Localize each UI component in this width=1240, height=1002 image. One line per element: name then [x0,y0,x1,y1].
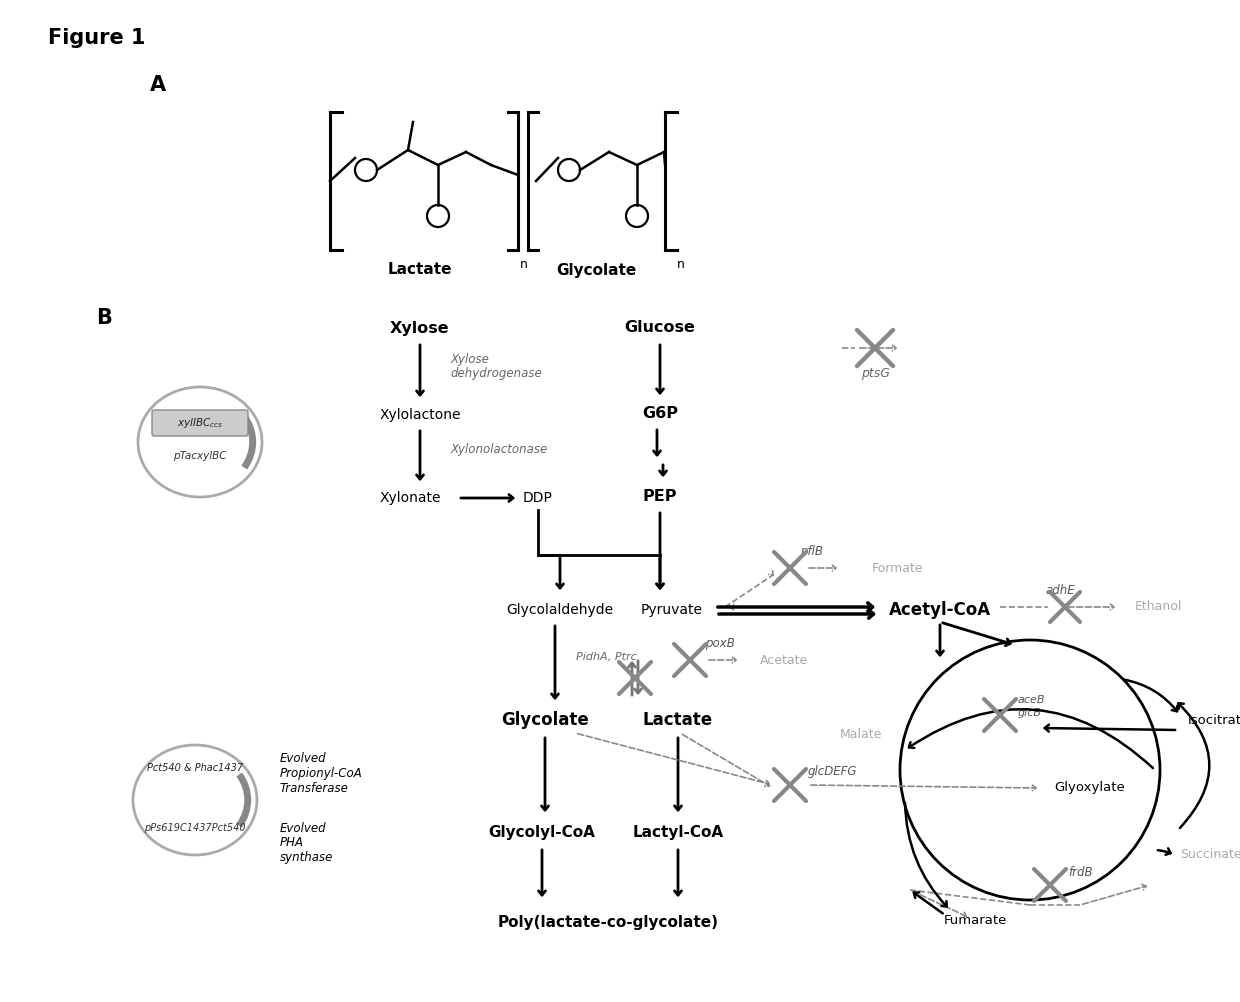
Text: Lactyl-CoA: Lactyl-CoA [632,825,724,840]
Text: Glycolaldehyde: Glycolaldehyde [506,603,614,617]
Text: glcB: glcB [1018,708,1042,718]
Text: A: A [150,75,166,95]
Text: Pyruvate: Pyruvate [641,603,703,617]
Text: n: n [520,258,528,271]
Text: DDP: DDP [523,491,553,505]
Text: Acetyl-CoA: Acetyl-CoA [889,601,991,619]
Text: G6P: G6P [642,406,678,421]
Text: Xylose: Xylose [450,354,489,367]
Text: pflB: pflB [800,544,823,557]
Text: $xylIBC_{ccs}$: $xylIBC_{ccs}$ [177,416,223,430]
Text: Xylose: Xylose [391,321,450,336]
Text: n: n [677,258,684,271]
Text: Figure 1: Figure 1 [48,28,145,48]
Text: Ethanol: Ethanol [1135,600,1183,613]
Text: glcDEFG: glcDEFG [808,766,858,779]
Text: Succinate: Succinate [1180,849,1240,862]
Text: ptsG: ptsG [861,368,889,381]
Text: Propionyl-CoA: Propionyl-CoA [280,767,363,780]
Text: Glycolyl-CoA: Glycolyl-CoA [489,825,595,840]
Text: frdB: frdB [1068,866,1092,879]
Text: Evolved: Evolved [280,822,326,835]
Text: Lactate: Lactate [388,263,453,278]
Text: Acetate: Acetate [760,653,808,666]
Text: Glycolate: Glycolate [501,711,589,729]
Text: Lactate: Lactate [642,711,713,729]
Text: Xylonolactonase: Xylonolactonase [450,444,547,457]
Text: Evolved: Evolved [280,752,326,765]
Text: pPs619C1437Pct540: pPs619C1437Pct540 [144,823,246,833]
FancyBboxPatch shape [153,410,248,436]
Text: Xylonate: Xylonate [379,491,440,505]
Text: adhE: adhE [1045,583,1075,596]
Text: dehydrogenase: dehydrogenase [450,368,542,381]
Text: Glucose: Glucose [625,321,696,336]
Text: Pct540 & Phac1437: Pct540 & Phac1437 [146,763,243,773]
Text: aceB: aceB [1018,695,1045,705]
Text: PHA: PHA [280,837,304,850]
Text: Malate: Malate [839,728,882,741]
Text: B: B [95,308,112,328]
Text: Glyoxylate: Glyoxylate [1055,782,1126,795]
Text: Isocitrate: Isocitrate [1188,713,1240,726]
Text: Formate: Formate [872,561,924,574]
Text: PEP: PEP [642,489,677,503]
Text: PidhA, Ptrc: PidhA, Ptrc [577,652,637,662]
Text: Poly(lactate-co-glycolate): Poly(lactate-co-glycolate) [497,915,718,930]
Text: Transferase: Transferase [280,782,348,795]
Text: Fumarate: Fumarate [944,914,1007,927]
Text: synthase: synthase [280,852,334,865]
Text: Glycolate: Glycolate [556,263,636,278]
Text: poxB: poxB [706,637,735,650]
Text: pTacxylBC: pTacxylBC [174,451,227,461]
Text: Xylolactone: Xylolactone [379,408,461,422]
